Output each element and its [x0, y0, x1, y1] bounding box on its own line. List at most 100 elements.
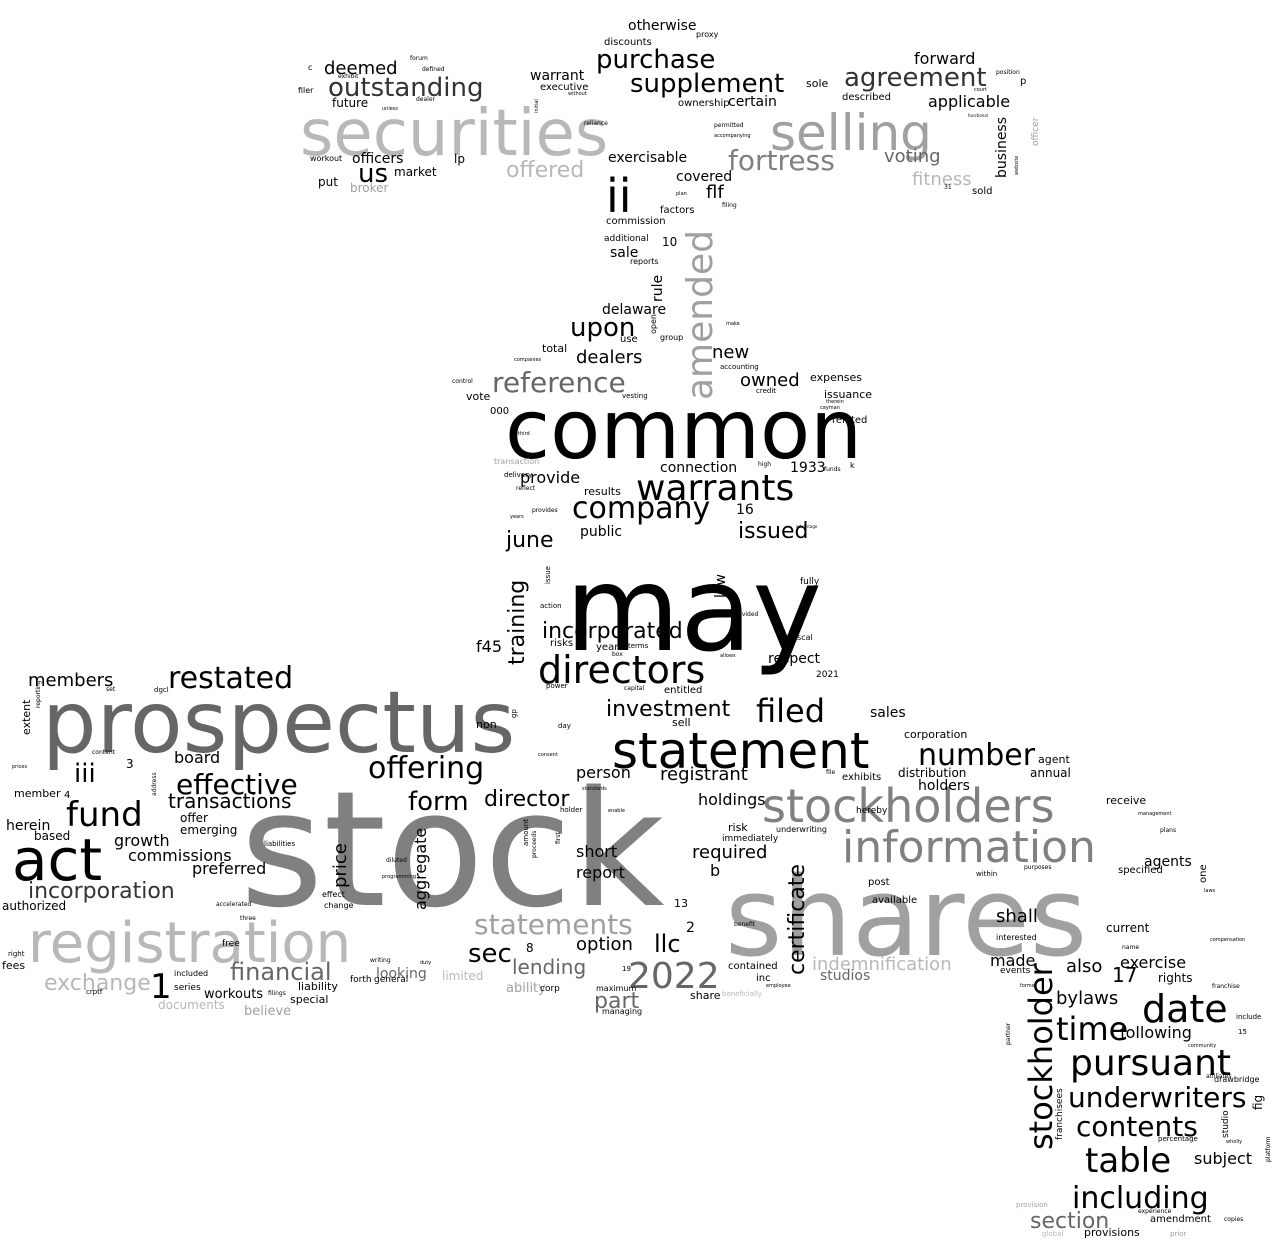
word-dgcl: dgcl [154, 686, 169, 694]
word-17: 17 [1112, 963, 1137, 987]
word-discounts: discounts [604, 37, 652, 48]
word-filer: filer [298, 86, 314, 95]
word-liability: liability [298, 980, 338, 993]
word-amended: amended [680, 230, 721, 400]
word-investment: investment [606, 697, 731, 722]
word-k: k [850, 461, 855, 470]
word-receive: receive [1106, 794, 1146, 807]
word-allows: allows [720, 653, 736, 659]
word-delivery: delivery [504, 471, 532, 479]
word-connection: connection [660, 460, 737, 476]
word-offer: offer [180, 811, 208, 825]
word-including: including [1072, 1181, 1209, 1216]
word-time: time [1056, 1010, 1128, 1048]
word-19: 19 [622, 965, 631, 973]
word-cayman: cayman [820, 405, 840, 411]
word-risks: risks [550, 638, 573, 649]
word-broker: broker [350, 181, 389, 195]
word-permitted: permitted [714, 122, 744, 129]
word-form: form [408, 787, 469, 817]
word-officers: officers [352, 151, 403, 167]
word-commission: commission [606, 216, 666, 227]
word-herein: herein [6, 818, 50, 834]
word-ability: ability [506, 981, 546, 996]
word-functional: functional [968, 113, 988, 118]
word-agent: agent [1038, 753, 1070, 766]
word-use: use [620, 334, 638, 345]
word-year: year [596, 642, 619, 653]
word-certificate: certificate [785, 864, 810, 975]
word-indemnification: indemnification [812, 954, 952, 975]
word-transaction: transaction [494, 457, 539, 466]
word-free: free [222, 939, 240, 949]
word-drawbridge: drawbridge [1214, 1075, 1260, 1084]
word-available: available [872, 895, 917, 906]
word-forum: forum [410, 55, 428, 62]
word-duty: duty [420, 960, 431, 966]
word-provisions: provisions [1084, 1226, 1140, 1239]
word-set: set [106, 686, 116, 693]
word-risk: risk [728, 821, 748, 834]
word-high: high [758, 461, 771, 468]
word-act: act [12, 826, 102, 894]
word-interested: interested [996, 933, 1037, 942]
word-provides: provides [532, 507, 558, 514]
word-copies: copies [1224, 1216, 1243, 1223]
word-transactions: transactions [168, 789, 291, 813]
word-fully: fully [800, 577, 820, 587]
word-franchise: franchise [1212, 983, 1240, 990]
word-fig: fig [1251, 1095, 1265, 1110]
word-10: 10 [662, 235, 677, 249]
word-june: june [505, 528, 554, 553]
word-common: common [505, 383, 862, 478]
word-person: person [576, 763, 631, 782]
word-wholly: wholly [1226, 1139, 1242, 1145]
word-without: without [568, 91, 587, 97]
word-amendment: amendment [1150, 1214, 1211, 1225]
word-report: report [576, 863, 625, 882]
word-limited: limited [442, 969, 483, 983]
word-believe: believe [244, 1004, 291, 1019]
word-corp: corp [540, 984, 560, 994]
word-managing: managing [602, 1007, 642, 1016]
word-effect: effect [322, 890, 345, 899]
word-13: 13 [674, 897, 688, 910]
word-factors: factors [660, 205, 695, 216]
word-make: make [726, 321, 740, 327]
word-member: member [14, 787, 61, 800]
word-advantage: advantage [796, 524, 818, 529]
word-plans: plans [1160, 827, 1176, 834]
word-option: option [576, 934, 633, 955]
word-hereby: hereby [856, 806, 888, 816]
word-series: series [174, 983, 201, 993]
word-business: business [994, 117, 1010, 178]
word-filings: filings [268, 990, 286, 997]
word-immediately: immediately [722, 834, 779, 844]
word-power: power [546, 682, 568, 690]
word-vesting: vesting [622, 392, 648, 400]
word-events: events [1000, 966, 1031, 976]
word-also: also [1066, 956, 1102, 977]
word-supplement: supplement [630, 69, 784, 99]
word-securities: securities [300, 97, 608, 171]
word-group: group [660, 333, 683, 342]
word-exhibits: exhibits [842, 772, 881, 783]
word-offered: offered [506, 158, 584, 183]
word-capital: capital [624, 685, 644, 692]
word-reflect: reflect [516, 485, 536, 492]
word-company: company [572, 491, 710, 526]
word-laws: laws [1204, 888, 1216, 894]
word-described: described [842, 92, 891, 103]
word-enable: enable [608, 808, 625, 814]
word-day: day [558, 722, 571, 730]
word-2022: 2022 [628, 956, 720, 997]
word-stockholders: stockholders [762, 779, 1055, 833]
word-sales: sales [870, 705, 906, 721]
word-section: section [1030, 1209, 1109, 1234]
word-incorporation: incorporation [28, 879, 175, 904]
word-specified: specified [1118, 865, 1163, 876]
word-forth: forth [350, 975, 372, 985]
word-vote: vote [466, 390, 491, 403]
word-exercise: exercise [1120, 953, 1186, 972]
word-programming: programming [382, 874, 416, 880]
